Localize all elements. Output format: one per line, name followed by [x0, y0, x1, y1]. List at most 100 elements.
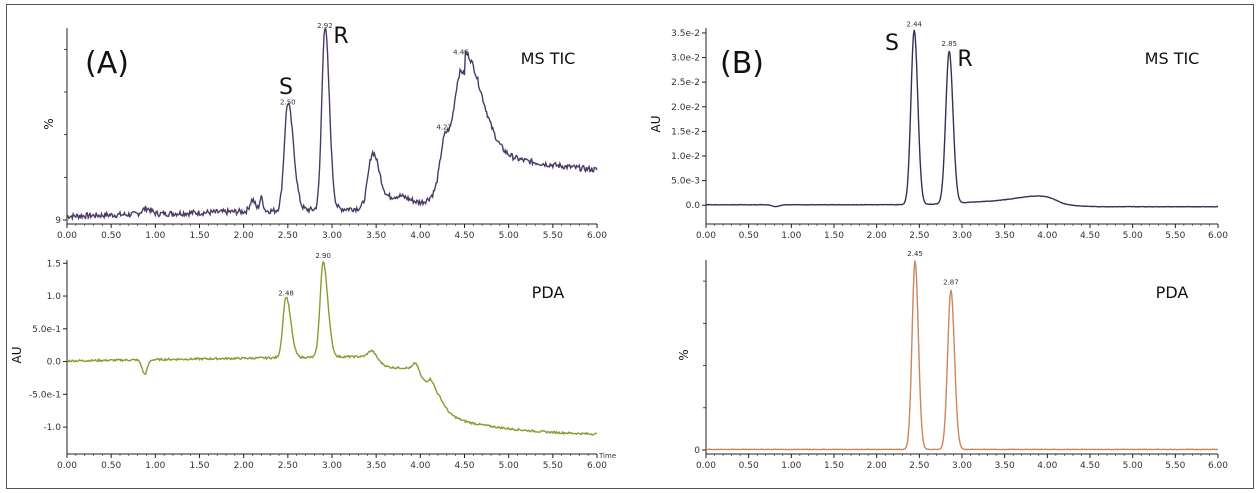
B-ms-peak-label: 2.44 [906, 20, 922, 28]
B-pda-x-tick-label: 0.00 [696, 461, 716, 471]
B-ms-x-tick-label: 5.50 [1165, 231, 1185, 241]
B-ms-x-tick-label: 0.50 [739, 231, 759, 241]
A-ms-x-tick-label: 1.50 [189, 231, 209, 241]
B-ms-x-tick-label: 5.00 [1123, 231, 1143, 241]
B-ms-x-tick-label: 2.00 [867, 231, 887, 241]
B-ms-x-tick-label: 4.00 [1037, 231, 1057, 241]
A-pda-x-tick-label: 2.50 [278, 461, 298, 471]
B-ms-y-tick-label: 2.0e-2 [671, 103, 700, 113]
B-pda-y-axis-label: % [677, 349, 691, 360]
B-pda-x-tick-label: 5.00 [1123, 461, 1143, 471]
A-pda-x-tick-label: 4.00 [410, 461, 430, 471]
A-pda-trace [66, 260, 598, 436]
figure-border [6, 4, 1254, 489]
A-pda-y-tick-label: -1.0 [43, 423, 61, 433]
A-pda-x-tick-label: 4.50 [454, 461, 474, 471]
A-ms-peak-label: 2.50 [280, 99, 296, 107]
A-pda-peak-label: 2.48 [278, 289, 294, 297]
A-pda-y-tick-label: 1.5 [47, 259, 61, 269]
B-ms-annotation-r: R [957, 47, 972, 72]
A-ms-x-tick-label: 3.50 [366, 231, 386, 241]
A-pda-x-tick-label: 1.00 [145, 461, 165, 471]
A-pda-x-tick-label: 1.50 [189, 461, 209, 471]
B-ms-y-axis-label: AU [649, 116, 663, 133]
A-ms-peak-label: 2.92 [317, 22, 333, 30]
A-pda-x-tick-label: 3.50 [366, 461, 386, 471]
B-ms-y-tick-label: 1.5e-2 [671, 127, 700, 137]
B-ms-x-tick-label: 3.00 [952, 231, 972, 241]
B-pda-x-tick-label: 0.50 [739, 461, 759, 471]
A-ms-trace-label: MS TIC [521, 49, 576, 68]
B-pda-x-tick-label: 2.50 [909, 461, 929, 471]
B-pda-x-tick-label: 6.00 [1208, 461, 1228, 471]
B-ms-x-tick-label: 3.50 [995, 231, 1015, 241]
A-ms-x-tick-label: 6.00 [587, 231, 607, 241]
B-pda-x-tick-label: 5.50 [1165, 461, 1185, 471]
A-pda-x-tick-label: 5.00 [499, 461, 519, 471]
A-pda-peak-label: 2.90 [315, 252, 331, 260]
B-pda-x-tick-label: 1.50 [824, 461, 844, 471]
B-ms-trace-label: MS TIC [1145, 49, 1200, 68]
A-ms-y-axis-label: % [42, 118, 56, 129]
A-pda-y-tick-label: -5.0e-1 [29, 390, 61, 400]
A-pda-y-axis-label: AU [10, 347, 24, 364]
B-pda-x-tick-label: 3.00 [952, 461, 972, 471]
A-pda-y-tick-label: 0.0 [47, 358, 62, 368]
A-ms-x-tick-label: 2.50 [278, 231, 298, 241]
A-ms-x-tick-label: 5.00 [499, 231, 519, 241]
B-ms-x-tick-label: 1.00 [781, 231, 801, 241]
B-ms-peak-label: 2.85 [941, 40, 957, 48]
B-pda-x-tick-label: 4.00 [1037, 461, 1057, 471]
A-ms-annotation-r: R [333, 24, 348, 49]
B-ms-y-tick-label: 0.0 [686, 201, 701, 211]
A-pda-x-tick-label: 3.00 [322, 461, 342, 471]
A-pda-y-tick-label: 5.0e-1 [32, 325, 61, 335]
B-ms-x-tick-label: 1.50 [824, 231, 844, 241]
A-ms-y-tick-label: 9 [55, 216, 61, 226]
B-ms-x-tick-label: 4.50 [1080, 231, 1100, 241]
A-ms-panel-label: (A) [85, 46, 129, 81]
A-pda-x-axis-title: Time [598, 452, 616, 460]
A-pda-y-tick-label: 1.0 [47, 292, 62, 302]
B-pda-trace [705, 260, 1219, 451]
B-ms-y-tick-label: 2.5e-2 [671, 78, 700, 88]
B-ms-y-tick-label: 3.0e-2 [671, 54, 700, 64]
A-ms-x-tick-label: 4.00 [410, 231, 430, 241]
A-pda-x-tick-label: 5.50 [543, 461, 563, 471]
A-ms-trace [66, 28, 598, 222]
B-ms-x-tick-label: 2.50 [909, 231, 929, 241]
A-pda-x-tick-label: 6.00 [587, 461, 607, 471]
A-pda-x-tick-label: 2.00 [234, 461, 254, 471]
A-ms-x-tick-label: 0.50 [101, 231, 121, 241]
B-ms-trace [705, 29, 1218, 208]
A-ms-x-tick-label: 0.00 [57, 231, 77, 241]
B-pda-x-tick-label: 4.50 [1080, 461, 1100, 471]
B-ms-x-tick-label: 0.00 [696, 231, 716, 241]
B-ms-y-tick-label: 3.5e-2 [671, 29, 700, 39]
B-ms-annotation-s: S [885, 31, 899, 56]
B-ms-panel-label: (B) [720, 46, 764, 81]
A-ms-x-tick-label: 4.50 [454, 231, 474, 241]
A-ms-x-tick-label: 2.00 [234, 231, 254, 241]
A-ms-x-tick-label: 1.00 [145, 231, 165, 241]
A-ms-x-tick-label: 5.50 [543, 231, 563, 241]
B-ms-y-tick-label: 5.0e-3 [671, 177, 700, 187]
B-pda-peak-label: 2.45 [907, 250, 923, 258]
A-pda-x-tick-label: 0.00 [57, 461, 77, 471]
A-pda-trace-label: PDA [532, 283, 565, 302]
B-pda-x-tick-label: 1.00 [781, 461, 801, 471]
B-ms-y-tick-label: 1.0e-2 [671, 152, 700, 162]
B-pda-peak-label: 2.87 [943, 279, 959, 287]
A-ms-peak-label: 4.46 [453, 49, 469, 57]
B-pda-x-tick-label: 3.50 [995, 461, 1015, 471]
A-ms-x-tick-label: 3.00 [322, 231, 342, 241]
A-ms-annotation-s: S [279, 75, 293, 100]
B-ms-x-tick-label: 6.00 [1208, 231, 1228, 241]
B-pda-y-tick-label: 0 [694, 446, 700, 456]
B-pda-x-tick-label: 2.00 [867, 461, 887, 471]
A-pda-x-tick-label: 0.50 [101, 461, 121, 471]
A-ms-peak-label: 4.27 [436, 124, 452, 132]
B-pda-trace-label: PDA [1156, 283, 1189, 302]
